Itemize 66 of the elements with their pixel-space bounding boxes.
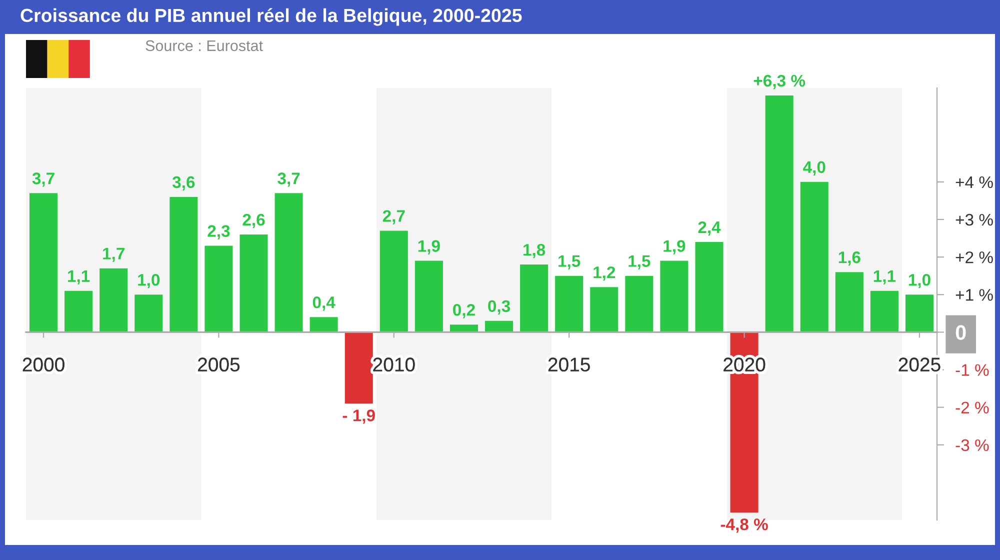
data-label: 4,0	[803, 161, 826, 176]
data-label: 2,3	[208, 225, 230, 240]
bar	[100, 268, 128, 332]
data-label: 2,7	[382, 210, 405, 224]
bar	[520, 264, 548, 332]
bar	[380, 230, 408, 332]
bar	[660, 260, 688, 332]
source-note: Source : Eurostat	[146, 40, 263, 52]
bar	[695, 242, 724, 332]
bar	[765, 96, 794, 332]
data-label: 1,1	[874, 270, 896, 284]
x-tick-label: 2010	[373, 358, 415, 372]
x-tick-label: 2025	[898, 358, 940, 372]
bar	[555, 276, 584, 332]
data-label: 2,4	[698, 221, 721, 236]
data-label: 1,0	[138, 274, 160, 288]
chart-title: Croissance du PIB annuel réel de la Belgique, 2000-2025	[20, 8, 522, 26]
bar	[240, 234, 268, 332]
data-label: 1,5	[558, 255, 580, 270]
data-label: 1,5	[628, 255, 650, 270]
data-label: +6,3 %	[754, 74, 806, 90]
data-label: 1,9	[418, 240, 440, 254]
bar	[274, 193, 303, 332]
bar	[835, 272, 864, 332]
x-tick-label: 2000	[22, 358, 64, 372]
bar	[485, 320, 514, 332]
bar	[310, 317, 338, 332]
bar	[800, 182, 828, 332]
bar	[30, 193, 58, 332]
data-label: 3,7	[32, 172, 54, 187]
data-label: 0,2	[453, 304, 475, 318]
data-label: 1,1	[68, 270, 90, 284]
bar	[590, 287, 618, 332]
data-label: 3,7	[278, 172, 300, 187]
data-label: 2,6	[242, 214, 265, 228]
data-label: 3,6	[172, 176, 195, 191]
data-label: 1,9	[664, 240, 686, 254]
data-label: 1,0	[908, 274, 930, 288]
bar	[414, 260, 443, 332]
bar	[344, 332, 373, 404]
y-tick-label: -1 %	[956, 364, 989, 376]
data-label: - 1,9	[342, 410, 375, 424]
y-tick-label: -2 %	[956, 402, 989, 414]
bar	[450, 324, 478, 332]
bar	[64, 290, 93, 332]
x-tick-label: 2005	[198, 358, 240, 372]
y-tick-label: +4 %	[956, 176, 993, 188]
bar	[170, 196, 198, 332]
data-label: 0,4	[312, 296, 336, 311]
bar	[905, 294, 934, 332]
x-tick-label: 2015	[548, 358, 590, 372]
bar	[870, 290, 898, 332]
data-label: 0,3	[488, 300, 510, 314]
data-label: 1,8	[524, 244, 546, 258]
y-tick-label: +3 %	[956, 214, 993, 226]
y-tick-label: +1 %	[956, 289, 993, 301]
data-label: 1,7	[103, 248, 124, 262]
y-tick-label: +2 %	[956, 251, 993, 264]
bar	[625, 276, 654, 332]
y-tick-label: -3 %	[956, 439, 989, 452]
data-label: 1,6	[838, 251, 860, 266]
data-label: 1,2	[594, 266, 616, 281]
y-tick-label: 0	[956, 325, 966, 340]
bar	[134, 294, 163, 332]
data-label: -4,8 %	[720, 518, 768, 533]
bar	[204, 246, 233, 332]
